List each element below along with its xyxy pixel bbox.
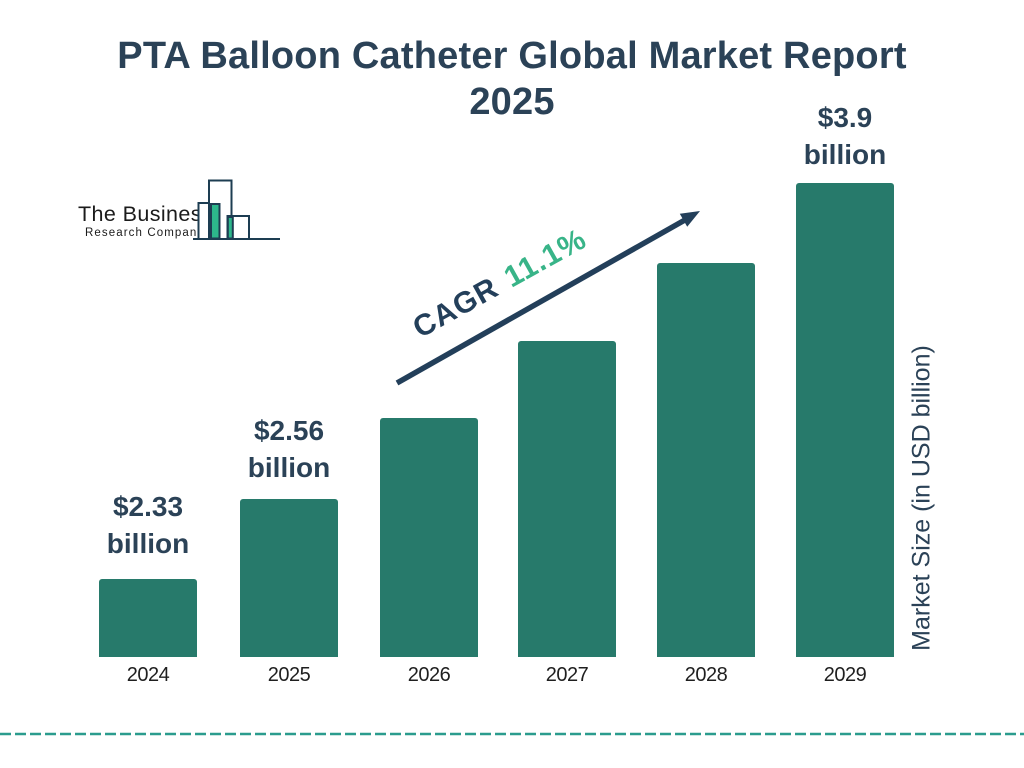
value-label-2029-unit: billion [803, 139, 887, 170]
chart-title-line1: PTA Balloon Catheter Global Market Repor… [117, 35, 907, 77]
value-label-2025: $2.56 billion [229, 412, 349, 486]
bar-2029 [796, 183, 894, 657]
value-label-2024-amount: $2.33 [112, 491, 184, 522]
value-label-2029: $3.9 billion [785, 99, 905, 173]
bar-2027 [518, 341, 616, 657]
cagr-arrow-head-icon [679, 211, 700, 227]
logo-company-subname: Research Company [85, 227, 205, 239]
x-tick-2029: 2029 [823, 664, 867, 686]
x-tick-2024: 2024 [126, 664, 170, 686]
bar-2028 [657, 263, 755, 657]
bar-2025 [240, 499, 338, 657]
company-logo: The Business Research Company [76, 172, 288, 246]
bar-2026 [380, 418, 478, 657]
x-tick-2026: 2026 [407, 664, 451, 686]
value-label-2029-amount: $3.9 [817, 102, 873, 133]
value-label-2024-unit: billion [106, 528, 190, 559]
x-tick-2028: 2028 [684, 664, 728, 686]
logo-company-name: The Business [78, 202, 214, 226]
value-label-2025-amount: $2.56 [253, 415, 325, 446]
chart-title-line2: 2025 [469, 81, 555, 123]
value-label-2024: $2.33 billion [88, 488, 208, 562]
cagr-arrow-line [395, 218, 686, 386]
x-tick-2027: 2027 [545, 664, 589, 686]
logo-bars-icon [193, 179, 280, 240]
chart-title: PTA Balloon Catheter Global Market Repor… [0, 33, 1024, 125]
bar-2024 [99, 579, 197, 657]
value-label-2025-unit: billion [247, 452, 331, 483]
x-tick-2025: 2025 [267, 664, 311, 686]
